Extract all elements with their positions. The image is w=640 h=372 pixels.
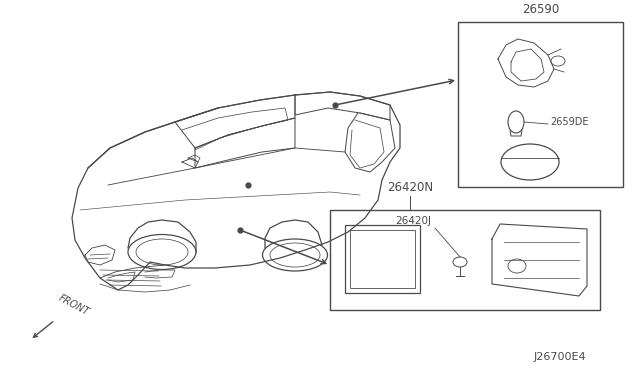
Bar <box>345 225 420 293</box>
Bar <box>350 230 415 288</box>
Text: FRONT: FRONT <box>57 292 91 317</box>
Text: J26700E4: J26700E4 <box>534 352 586 362</box>
Bar <box>330 210 600 310</box>
Text: 26590: 26590 <box>522 3 559 16</box>
Text: 26420N: 26420N <box>387 181 433 194</box>
Text: 2659DE: 2659DE <box>550 117 589 127</box>
Bar <box>458 22 623 187</box>
Text: 26420J: 26420J <box>395 216 431 226</box>
